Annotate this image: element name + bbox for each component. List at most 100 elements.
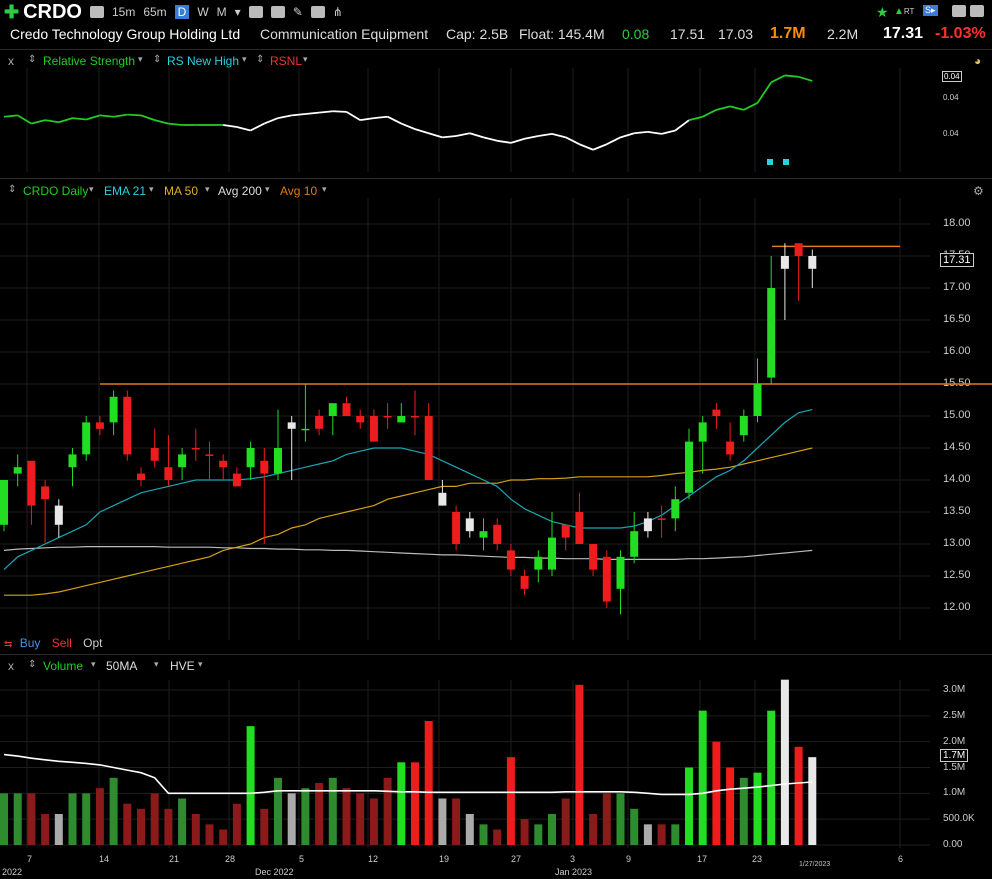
chevron-down-icon[interactable]: ▾ [198,659,203,669]
updown-icon[interactable]: ⇕ [28,659,37,670]
volume-label[interactable]: Volume [43,659,84,673]
rs-line-segment [44,119,59,124]
volume-bar [438,798,447,845]
interval-15m[interactable]: 15m [111,5,136,19]
settings-icon[interactable]: ⚙ [973,184,984,198]
layers-icon[interactable] [310,6,325,18]
chevron-down-icon[interactable]: ▾ [242,54,247,64]
chevron-down-icon[interactable]: ▾ [265,184,270,194]
candle-body [68,454,77,468]
star-icon[interactable]: ★ [876,4,889,20]
rs-line-segment [250,122,265,132]
price-series-label[interactable]: CRDO Daily [23,184,89,198]
volume-bar [246,726,255,845]
volume-bar [41,814,50,845]
rs-close-button[interactable]: x [8,54,14,68]
avg200-label[interactable]: Avg 200 [218,184,262,198]
palette-icon[interactable]: ◕ [974,54,982,68]
ma50-label[interactable]: MA 50 [164,184,199,198]
chevron-down-icon[interactable]: ▾ [154,659,159,669]
volume-last-box: 1.7M [940,749,969,762]
candle-body [561,524,570,538]
chevron-down-icon[interactable]: ▾ [89,184,94,194]
opt-button[interactable]: Opt [83,636,103,650]
x-tick: 12 [368,854,379,864]
volume-bar [753,772,762,845]
chevron-down-icon[interactable]: ▾ [234,5,241,19]
rs-line-segment [236,126,251,132]
rsnl-label[interactable]: RSNL [270,54,303,68]
updown-icon[interactable]: ⇕ [153,54,162,65]
chevron-down-icon[interactable]: ▾ [91,659,96,669]
volume-bar [274,777,282,845]
volume-bar [109,777,118,845]
interval-weekly[interactable]: W [197,5,209,19]
chevron-down-icon[interactable]: ▾ [303,54,308,64]
volume-bar [95,788,104,845]
rs-line-segment [565,136,580,146]
chevron-down-icon[interactable]: ▾ [149,184,154,194]
vol-50ma-label[interactable]: 50MA [106,659,138,673]
rs-line-segment [3,114,18,118]
share-nodes-icon[interactable]: ⋔ [332,5,343,19]
volume-bar [767,710,776,845]
volume-bar [82,793,91,845]
candle-body [246,448,255,468]
rt-icon[interactable]: ▲RT [894,6,915,17]
print-icon[interactable] [970,5,984,17]
window-icon[interactable] [952,5,966,17]
interval-65m[interactable]: 65m [143,5,167,19]
candle-body [137,473,145,480]
volume-bar [452,798,461,845]
ema21-label[interactable]: EMA 21 [104,184,147,198]
symbol-label[interactable]: CRDO [23,0,82,23]
candle-body [287,422,296,429]
add-symbol-icon[interactable]: ✚ [4,1,20,22]
volume-bar [123,803,132,845]
x-tick: 6 [898,854,904,864]
price-tick: 16.00 [943,345,971,357]
pencil-icon[interactable]: ✎ [292,5,303,19]
volume-bar [369,798,378,845]
volume-bar [0,793,8,845]
x-tick: 5 [299,854,305,864]
volume-tick: 1.5M [943,761,966,773]
volume-bar [424,721,433,845]
chevron-down-icon[interactable]: ▾ [138,54,143,64]
sell-button[interactable]: Sell [51,636,72,650]
rs-line-segment [140,114,155,122]
interval-monthly[interactable]: M [216,5,227,19]
chart-type-icon[interactable] [248,6,263,18]
interval-daily[interactable]: D [174,5,190,19]
trade-toggle-icon[interactable]: ⇆ [4,639,13,650]
candle-body [671,499,680,519]
rs-indicator-label[interactable]: Relative Strength [43,54,136,68]
calculator-icon[interactable] [270,6,285,18]
chevron-down-icon[interactable]: ▾ [205,184,210,194]
rs-line-segment [332,110,347,113]
updown-icon[interactable]: ⇕ [256,54,265,65]
candle-body [27,460,36,506]
rs-line-segment [291,113,306,117]
hve-label[interactable]: HVE [170,659,195,673]
volume-tick: 2.0M [943,735,966,747]
x-tick: 9 [626,854,632,864]
updown-icon[interactable]: ⇕ [28,54,37,65]
s-badge[interactable]: S▸ [923,5,938,16]
volume-close-button[interactable]: x [8,659,14,673]
avg10-label[interactable]: Avg 10 [280,184,318,198]
candle-body [479,531,488,538]
updown-icon[interactable]: ⇕ [8,184,17,195]
buy-button[interactable]: Buy [19,636,41,650]
chevron-down-icon[interactable]: ▾ [322,184,327,194]
volume-bar [479,824,488,845]
volume-bar [561,798,570,845]
last-price: 17.31 [883,25,924,42]
x-tick: 17 [697,854,708,864]
rs-line-segment [606,136,621,146]
rs-line-segment [442,135,457,139]
rs-new-high-label[interactable]: RS New High [167,54,240,68]
rs-line-segment [770,74,786,84]
share-icon[interactable] [89,6,104,18]
